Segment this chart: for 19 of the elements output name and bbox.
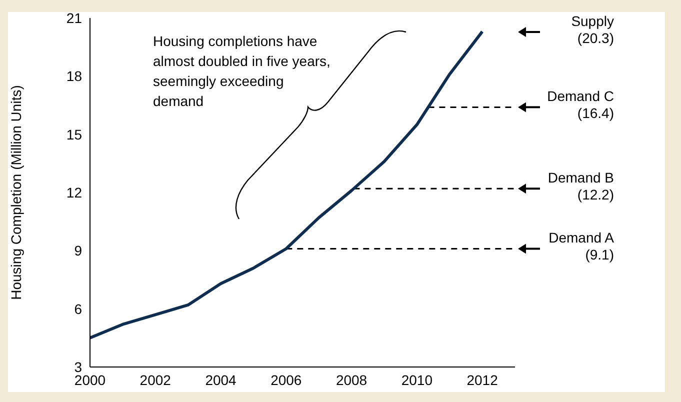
x-tick-label: 2006: [270, 372, 302, 388]
ref-line-label: Demand A (9.1): [548, 230, 615, 263]
x-tick-label: 2008: [336, 372, 368, 388]
y-tick-label: 9: [74, 242, 82, 259]
x-tick-label: 2002: [140, 372, 172, 388]
y-tick-label: 15: [66, 126, 82, 142]
text: Supply (20.3): [571, 13, 614, 46]
x-tick-label: 2004: [205, 372, 237, 388]
ref-line-label: Demand B (12.2): [548, 170, 614, 203]
line-series: [90, 30, 484, 340]
y-tick-label: 6: [74, 300, 82, 317]
y-axis-title: Housing Completion (Million Units): [8, 85, 24, 300]
y-tick-label: 21: [66, 10, 82, 26]
x-tick-label: 2012: [466, 372, 498, 388]
annotation: Housing completions have almost doubled in five years, seemingly exceeding demand: [153, 33, 330, 109]
x-tick-label: 2010: [401, 372, 433, 388]
y-tick-label: 12: [66, 184, 82, 200]
ref-line-label: Demand C (16.4): [547, 88, 614, 122]
y-tick-label: 18: [66, 68, 82, 84]
